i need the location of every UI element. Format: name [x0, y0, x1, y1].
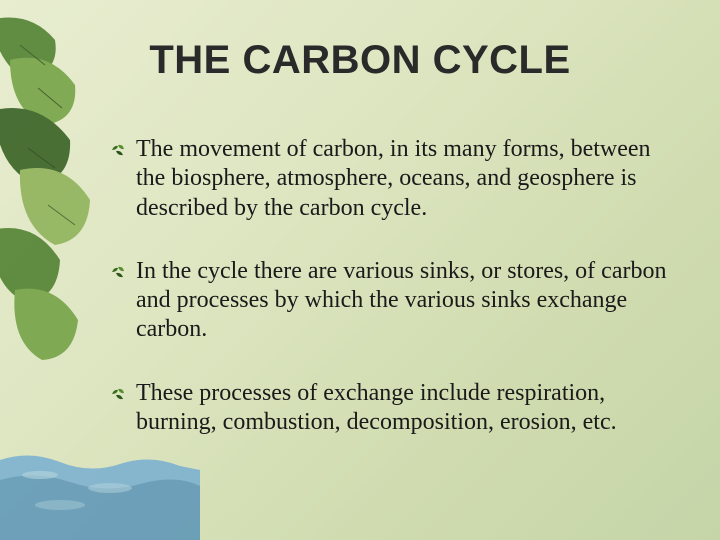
- bullet-text: These processes of exchange include resp…: [136, 379, 670, 438]
- bullet-text: The movement of carbon, in its many form…: [136, 135, 670, 223]
- bullet-item: The movement of carbon, in its many form…: [110, 135, 670, 223]
- slide-title: THE CARBON CYCLE: [0, 38, 720, 83]
- bullet-item: These processes of exchange include resp…: [110, 379, 670, 438]
- slide: THE CARBON CYCLE The movement of carbon,…: [0, 0, 720, 540]
- bullet-text: In the cycle there are various sinks, or…: [136, 257, 670, 345]
- bullet-item: In the cycle there are various sinks, or…: [110, 257, 670, 345]
- leaf-bullet-icon: [110, 142, 126, 158]
- leaf-bullet-icon: [110, 386, 126, 402]
- leaf-bullet-icon: [110, 264, 126, 280]
- bullet-list: The movement of carbon, in its many form…: [110, 135, 670, 471]
